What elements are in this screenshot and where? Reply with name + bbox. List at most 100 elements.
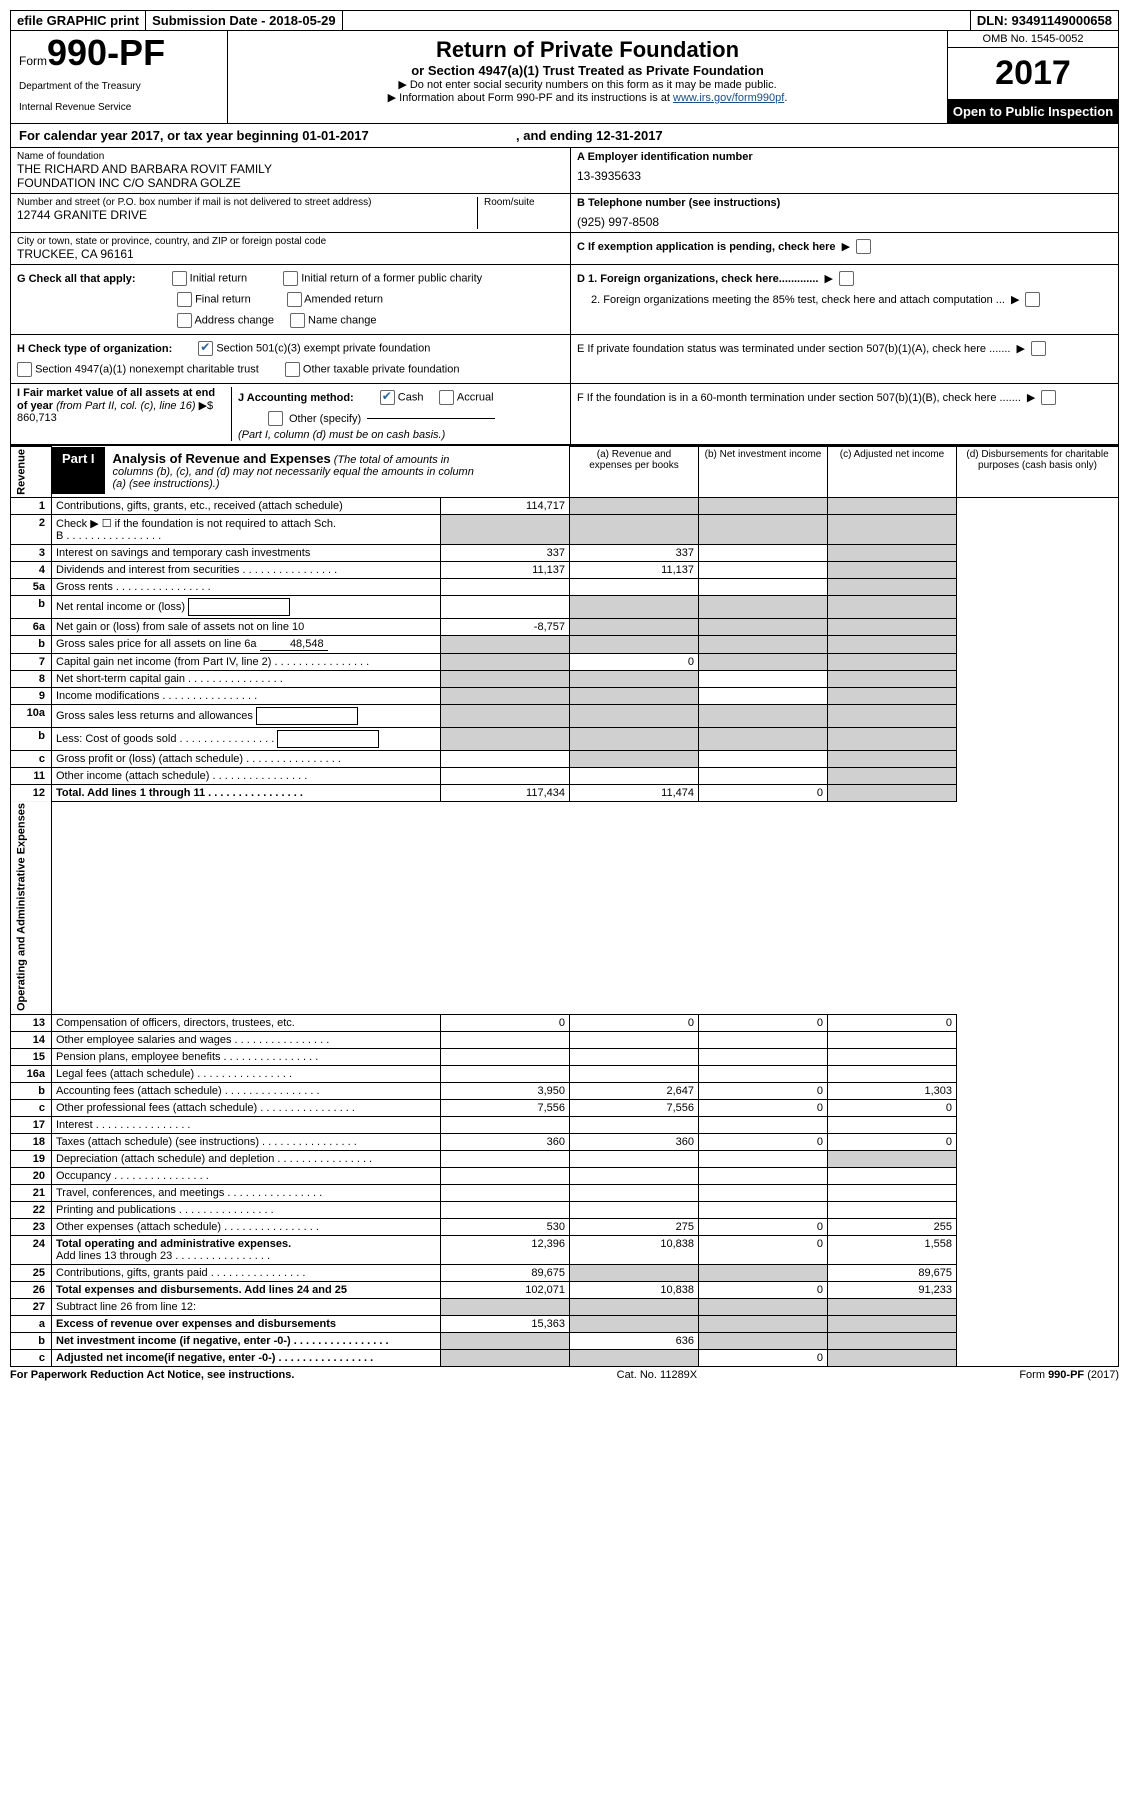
line-number: 21 [11,1184,52,1201]
amount-cell [441,653,570,670]
amount-cell: 10,838 [570,1281,699,1298]
amount-cell: 636 [570,1332,699,1349]
line-number: c [11,750,52,767]
amount-cell [828,635,957,653]
line-desc: Gross sales price for all assets on line… [52,635,441,653]
amount-cell [828,1065,957,1082]
line-desc: Other income (attach schedule) [52,767,441,784]
amount-cell [699,1065,828,1082]
amount-cell [699,561,828,578]
irs-link[interactable]: www.irs.gov/form990pf [673,92,784,104]
checkbox-d2[interactable] [1025,292,1040,307]
amount-cell [441,687,570,704]
checkbox-amended[interactable] [287,292,302,307]
checkbox-501c3[interactable] [198,341,213,356]
amount-cell [828,497,957,514]
calendar-year-line: For calendar year 2017, or tax year begi… [10,124,1119,148]
amount-cell [441,727,570,750]
line-number: 4 [11,561,52,578]
amount-cell [441,1150,570,1167]
address-cell: Number and street (or P.O. box number if… [11,194,571,233]
line-desc: Legal fees (attach schedule) [52,1065,441,1082]
amount-cell: 89,675 [828,1264,957,1281]
checkbox-initial[interactable] [172,271,187,286]
checkbox-d1[interactable] [839,271,854,286]
amount-cell [699,1315,828,1332]
amount-cell [699,1201,828,1218]
amount-cell: 0 [699,1082,828,1099]
line-desc: Gross rents [52,578,441,595]
d-foreign-cell: D 1. Foreign organizations, check here..… [571,265,1118,334]
table-row: 7Capital gain net income (from Part IV, … [11,653,1119,670]
line-number: b [11,1082,52,1099]
form-number: 990-PF [47,32,165,73]
amount-cell: 11,474 [570,784,699,801]
form-subtitle: or Section 4947(a)(1) Trust Treated as P… [234,63,941,78]
line-number: 15 [11,1048,52,1065]
amount-cell [699,1116,828,1133]
line-number: 9 [11,687,52,704]
checkbox-f[interactable] [1041,390,1056,405]
amount-cell [828,561,957,578]
checkbox-4947[interactable] [17,362,32,377]
col-c-header: (c) Adjusted net income [828,447,957,498]
checkbox-c[interactable] [856,239,871,254]
amount-cell [570,578,699,595]
checkbox-other-taxable[interactable] [285,362,300,377]
revenue-side-label: Revenue [11,447,52,498]
top-bar: efile GRAPHIC print Submission Date - 20… [10,10,1119,31]
checkbox-cash[interactable] [380,390,395,405]
table-row: 16aLegal fees (attach schedule) [11,1065,1119,1082]
amount-cell [828,514,957,544]
ein-cell: A Employer identification number 13-3935… [571,148,1118,194]
telephone-cell: B Telephone number (see instructions) (9… [571,194,1118,233]
checkbox-other-method[interactable] [268,411,283,426]
amount-cell [441,767,570,784]
amount-cell [570,750,699,767]
amount-cell [441,1201,570,1218]
line-desc: Adjusted net income(if negative, enter -… [52,1349,441,1366]
amount-cell [828,1031,957,1048]
amount-cell: 1,558 [828,1235,957,1264]
amount-cell: 0 [570,1014,699,1031]
amount-cell [828,704,957,727]
checkbox-initial-former[interactable] [283,271,298,286]
amount-cell [828,670,957,687]
checkbox-e[interactable] [1031,341,1046,356]
amount-cell [441,704,570,727]
amount-cell [441,670,570,687]
header-right: OMB No. 1545-0052 2017 Open to Public In… [948,31,1118,123]
amount-cell: 0 [699,1218,828,1235]
amount-cell [699,635,828,653]
table-row: 6aNet gain or (loss) from sale of assets… [11,618,1119,635]
amount-cell [828,1315,957,1332]
amount-cell [441,1065,570,1082]
checkbox-final[interactable] [177,292,192,307]
table-row: 19Depreciation (attach schedule) and dep… [11,1150,1119,1167]
amount-cell: 7,556 [441,1099,570,1116]
amount-cell [828,1201,957,1218]
checkbox-name-change[interactable] [290,313,305,328]
amount-cell [441,595,570,618]
irs-label: Internal Revenue Service [19,102,219,113]
col-b-header: (b) Net investment income [699,447,828,498]
table-row: 13Compensation of officers, directors, t… [11,1014,1119,1031]
h-org-type-cell: H Check type of organization: Section 50… [11,334,571,384]
line-number: b [11,595,52,618]
line-desc: Net short-term capital gain [52,670,441,687]
amount-cell: 0 [828,1099,957,1116]
checkbox-accrual[interactable] [439,390,454,405]
amount-cell [441,578,570,595]
amount-cell [570,514,699,544]
i-j-cell: I Fair market value of all assets at end… [11,384,571,445]
amount-cell [699,544,828,561]
submission-date: Submission Date - 2018-05-29 [146,11,343,30]
checkbox-addr-change[interactable] [177,313,192,328]
amount-cell: 0 [699,1281,828,1298]
expenses-side-label: Operating and Administrative Expenses [11,801,52,1014]
amount-cell [570,1031,699,1048]
line-number: 3 [11,544,52,561]
amount-cell: 337 [441,544,570,561]
table-row: 14Other employee salaries and wages [11,1031,1119,1048]
line-number: 26 [11,1281,52,1298]
